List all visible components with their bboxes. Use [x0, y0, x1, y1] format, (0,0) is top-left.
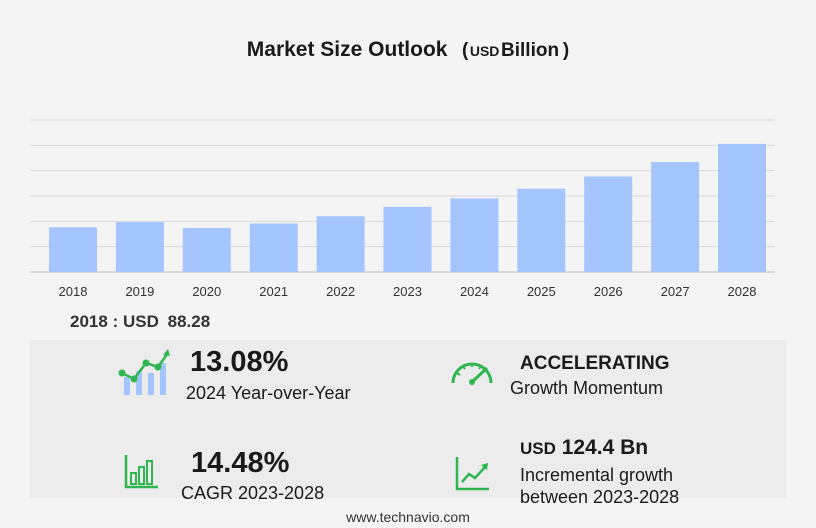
incremental-label-line1: Incremental growth	[520, 465, 674, 485]
bar-2026	[584, 176, 633, 272]
bar-2021	[249, 223, 298, 272]
bar-line-chart-icon	[118, 349, 170, 395]
market-size-chart: 2018 2019 2020 2021 2022 2023 2024 2025 2026 2027…	[30, 119, 775, 299]
x-tick-label-2021: 2021	[259, 284, 288, 299]
bar-2028	[718, 143, 766, 272]
yoy-label: 2024 Year-over-Year	[186, 383, 351, 403]
bar-2022	[316, 216, 365, 272]
cagr-label: CAGR 2023-2028	[181, 483, 325, 503]
bar-2025	[517, 188, 566, 272]
x-tick-label-2028: 2028	[728, 284, 757, 299]
x-tick-label-2024: 2024	[460, 284, 489, 299]
incremental-value: USD 124.4 Bn	[520, 436, 649, 459]
bars	[49, 143, 766, 272]
x-tick-label-2022: 2022	[326, 284, 355, 299]
chart-title: Market Size Outlook ( USD Billion )	[0, 38, 816, 62]
bar-2018	[49, 227, 97, 272]
bar-chart-icon	[124, 455, 158, 489]
bar-2020	[182, 227, 231, 272]
momentum-label: Growth Momentum	[510, 378, 664, 398]
base-year-value: 2018 : USD 88.28	[70, 312, 211, 331]
bar-2023	[383, 206, 432, 272]
title-unit: ( USD Billion )	[461, 40, 570, 61]
speedometer-icon	[451, 362, 493, 385]
x-tick-label-2025: 2025	[527, 284, 556, 299]
x-tick-label-2019: 2019	[125, 284, 154, 299]
title-main: Market Size Outlook	[246, 38, 448, 61]
cagr-value: 14.48%	[191, 447, 290, 479]
incremental-label-line2: between 2023-2028	[520, 487, 680, 507]
x-tick-label-2027: 2027	[661, 284, 690, 299]
momentum-value: ACCELERATING	[520, 353, 670, 374]
line-trend-icon	[455, 457, 489, 491]
x-tick-label-2023: 2023	[393, 284, 422, 299]
footer-source: www.technavio.com	[346, 509, 470, 525]
bar-2019	[115, 222, 164, 272]
x-tick-label-2018: 2018	[59, 284, 88, 299]
bar-2024	[450, 198, 499, 272]
bar-2027	[651, 162, 700, 272]
x-tick-label-2020: 2020	[192, 284, 221, 299]
x-tick-label-2026: 2026	[594, 284, 623, 299]
yoy-value: 13.08%	[190, 346, 289, 378]
x-tick-labels: 2018 2019 2020 2021 2022 2023 2024 2025 2026 2027…	[59, 284, 757, 299]
